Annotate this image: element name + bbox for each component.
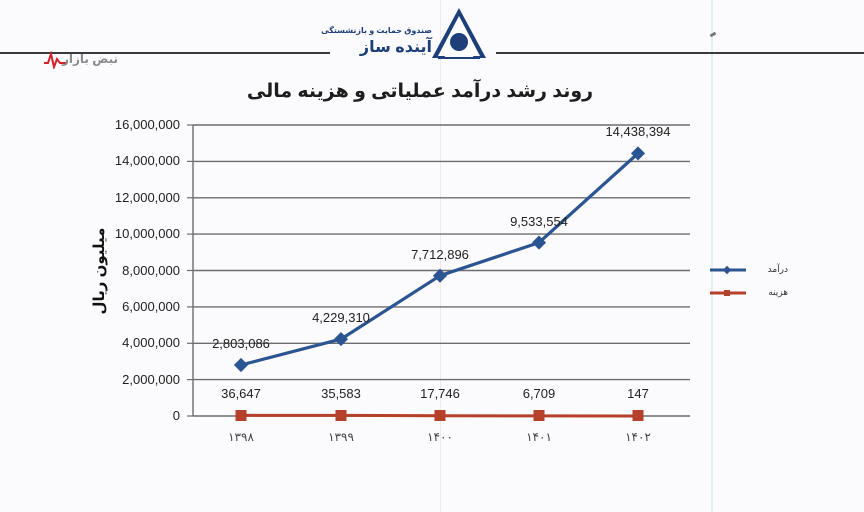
series-revenue-markers	[233, 146, 646, 373]
page-fold-line	[711, 0, 713, 512]
y-tick-label: 12,000,000	[114, 190, 180, 205]
legend-item-revenue: درآمد	[708, 263, 788, 277]
x-tick-label: ۱۳۹۹	[328, 430, 354, 444]
series-cost-markers	[235, 410, 644, 421]
cost-data-label: 6,709	[522, 386, 556, 401]
x-tick-label: ۱۳۹۸	[228, 430, 254, 444]
pulse-line-icon	[44, 51, 66, 69]
revenue-data-label: 7,712,896	[411, 247, 469, 262]
header-rule-left	[0, 52, 330, 54]
cost-data-label: 17,746	[420, 386, 460, 401]
legend-swatches	[710, 265, 746, 296]
y-tick-label: 8,000,000	[122, 263, 180, 278]
y-tick-label: 6,000,000	[122, 299, 180, 314]
page-center-fold	[440, 0, 441, 512]
logo-name: آینده ساز	[359, 39, 432, 56]
legend-label: هزینه	[768, 287, 788, 297]
y-tick-label: 2,000,000	[122, 372, 180, 387]
y-tick-label: 4,000,000	[122, 335, 180, 350]
cost-data-label: 35,583	[321, 386, 361, 401]
x-tick-label: ۱۴۰۰	[427, 430, 453, 444]
y-tick-label: 14,000,000	[114, 153, 180, 168]
revenue-data-label: 4,229,310	[312, 310, 370, 325]
y-tick-label: 0	[172, 408, 180, 423]
triangle-circle-logo-icon	[432, 8, 486, 59]
x-tick-label: ۱۴۰۱	[526, 430, 552, 444]
cost-data-label: 147	[627, 386, 649, 401]
watermark-text: نبض بازار	[62, 52, 119, 66]
y-tick-label: 10,000,000	[114, 226, 180, 241]
revenue-data-label: 9,533,554	[510, 214, 568, 229]
cost-data-label: 36,647	[221, 386, 261, 401]
fund-logo: صندوق حمایت و بازنشستگی آینده ساز	[321, 4, 492, 60]
header-rule-right	[496, 52, 864, 54]
legend-item-cost: هزینه	[708, 286, 788, 300]
revenue-data-label: 2,803,086	[212, 336, 270, 351]
x-tick-label: ۱۴۰۲	[625, 430, 651, 444]
chart-title: روند رشد درآمد عملیاتی و هزینه مالی	[246, 81, 594, 102]
y-tick-label: 16,000,000	[114, 117, 180, 132]
logo-subtitle: صندوق حمایت و بازنشستگی	[321, 26, 432, 35]
legend-label: درآمد	[767, 264, 788, 274]
revenue-data-label: 14,438,394	[605, 124, 671, 139]
